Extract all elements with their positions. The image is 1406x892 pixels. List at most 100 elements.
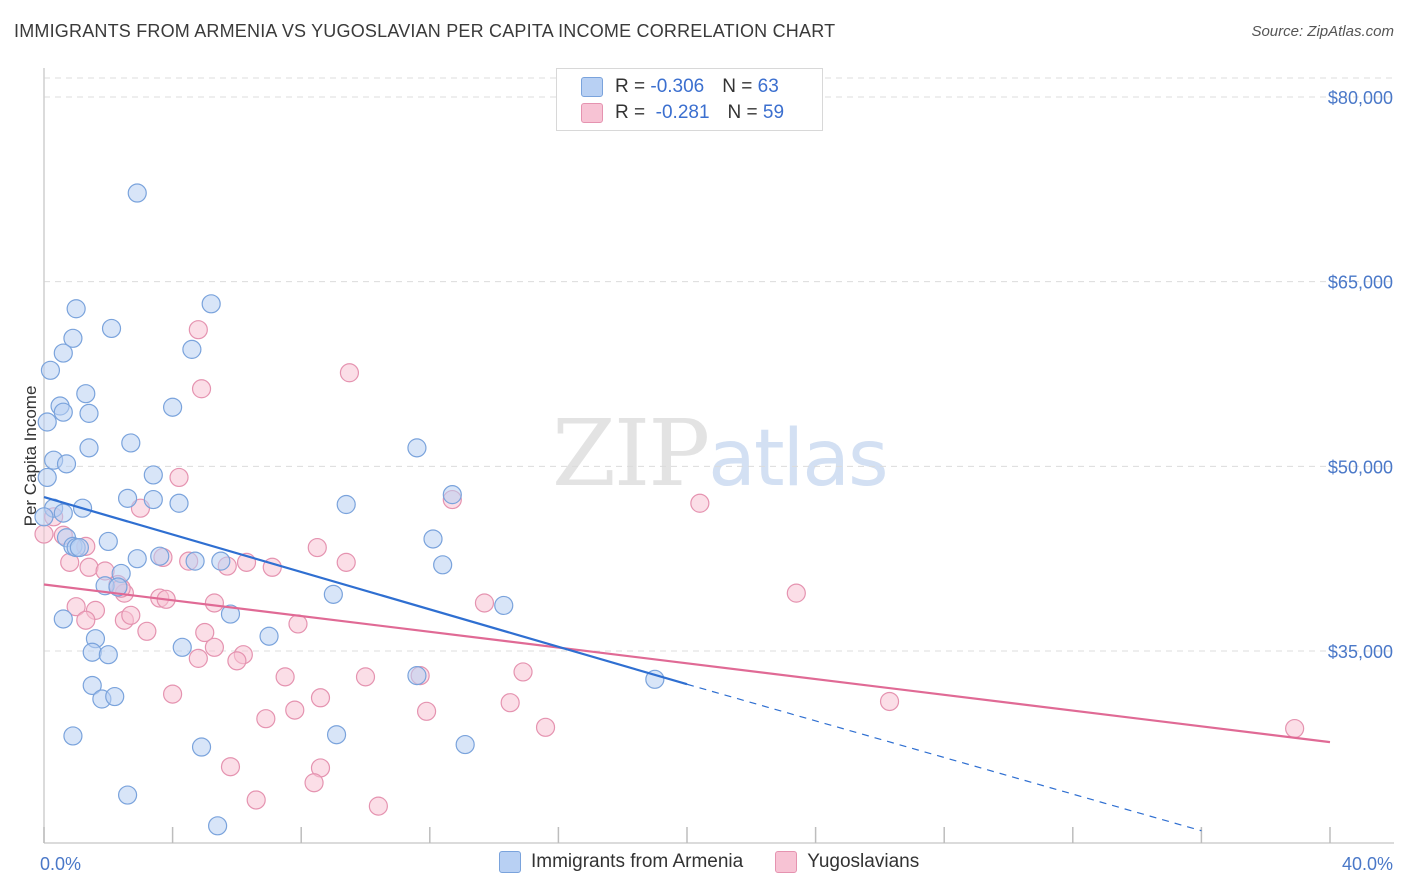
armenia-points (34, 183, 665, 836)
armenia-point (323, 584, 343, 604)
armenia-point (220, 604, 241, 624)
armenia-point (53, 503, 73, 523)
y-tick-label: $50,000 (1328, 457, 1393, 477)
armenia-point (150, 546, 170, 566)
armenia-point (34, 507, 54, 527)
yugoslavians-point (121, 605, 141, 625)
legend-n-value: 63 (757, 76, 779, 97)
armenia-point (66, 299, 86, 319)
armenia-point (79, 403, 99, 423)
source-label: Source: ZipAtlas.com (1251, 23, 1394, 40)
armenia-point (163, 397, 183, 417)
legend-item-yugoslavians[interactable]: Yugoslavians (775, 851, 919, 873)
armenia-point (76, 384, 96, 404)
armenia-point (69, 537, 89, 558)
yugoslavians-point (416, 701, 437, 721)
armenia-point (182, 339, 202, 359)
yugoslavians-point (227, 651, 247, 671)
yugoslavians-point (163, 684, 183, 704)
armenia-point (423, 529, 443, 549)
yugoslavians-point (339, 363, 360, 383)
yugoslavians-point (786, 583, 806, 603)
armenia-point (53, 609, 73, 629)
watermark-atlas: atlas (708, 414, 888, 504)
yugoslavians-point (355, 667, 376, 687)
yugoslavians-point (368, 796, 388, 816)
yugoslavians-point (79, 557, 99, 577)
armenia-point (433, 555, 453, 575)
yugoslavians-point (500, 693, 520, 713)
armenia-point (37, 412, 57, 432)
yugoslavians-point (535, 717, 556, 737)
yugoslavians-point (220, 757, 241, 777)
legend-swatch-pink (581, 103, 603, 123)
watermark: ZIPatlas (552, 400, 889, 507)
armenia-point (185, 551, 205, 571)
armenia-point (117, 785, 138, 805)
armenia-point (494, 595, 514, 616)
yugoslavians-point (188, 320, 208, 340)
legend-r-label: R = (615, 76, 651, 97)
legend-n-label: N = (727, 102, 763, 123)
armenia-point (208, 816, 228, 836)
chart-title: IMMIGRANTS FROM ARMENIA VS YUGOSLAVIAN P… (14, 21, 836, 41)
armenia-point (40, 360, 61, 380)
yugoslavians-trend-line (43, 583, 1331, 744)
armenia-point (98, 645, 118, 665)
yugoslavians-point (307, 537, 327, 558)
armenia-point (172, 637, 192, 657)
yugoslavians-point (204, 637, 224, 657)
series-legend: Immigrants from Armenia Yugoslavians (499, 851, 951, 873)
armenia-point (143, 465, 163, 485)
legend-r-value: -0.306 (650, 76, 705, 97)
yugoslavians-point (690, 493, 710, 513)
armenia-point (79, 438, 99, 458)
y-axis-label: Per Capita Income (21, 386, 40, 527)
axes (43, 68, 1394, 844)
correlation-legend: R = -0.306 N = 63 R = -0.281 N = 59 (556, 68, 823, 131)
yugoslavians-point (169, 467, 189, 488)
armenia-point (117, 488, 138, 508)
armenia-point (326, 725, 347, 745)
armenia-point (63, 328, 83, 348)
trend-lines (43, 496, 1331, 832)
yugoslavians-point (1285, 718, 1305, 739)
legend-r-value: -0.281 (650, 102, 710, 123)
yugoslavians-point (310, 688, 331, 708)
legend-item-armenia[interactable]: Immigrants from Armenia (499, 851, 743, 873)
y-tick-label: $65,000 (1328, 273, 1393, 293)
yugoslavians-point (246, 790, 266, 810)
yugoslavians-point (256, 709, 276, 729)
armenia-point (63, 726, 83, 746)
y-tick-label: $35,000 (1328, 642, 1393, 662)
armenia-point (191, 737, 212, 757)
legend-n-label: N = (722, 76, 758, 97)
x-tick-label: 0.0% (40, 854, 81, 874)
armenia-point (259, 626, 279, 646)
yugoslavians-point (137, 621, 157, 641)
armenia-point (121, 433, 141, 453)
legend-n-value: 59 (762, 102, 785, 123)
yugoslavians-point (304, 773, 324, 793)
armenia-point (169, 493, 189, 513)
armenia-point (53, 343, 73, 363)
axis-labels: $35,000 $50,000 $65,000 $80,000 0.0% 40.0% Per… (21, 88, 1393, 874)
armenia-point (127, 183, 147, 203)
armenia-point (37, 467, 57, 488)
yugoslavians-point (285, 700, 305, 720)
armenia-point (108, 577, 128, 597)
armenia-point (201, 294, 221, 314)
y-tick-label: $80,000 (1328, 88, 1393, 108)
legend-swatch-blue (581, 77, 603, 97)
yugoslavians-point (879, 691, 900, 712)
armenia-point (82, 675, 102, 696)
yugoslavians-point (336, 552, 356, 572)
yugoslavians-point (513, 662, 533, 682)
armenia-point (336, 494, 356, 515)
yugoslavians-point (275, 667, 295, 687)
yugoslavians-point (474, 593, 495, 613)
armenia-point (53, 402, 73, 422)
yugoslavians-points (34, 320, 1305, 816)
legend-label-armenia: Immigrants from Armenia (531, 851, 744, 872)
legend-label-yugoslavians: Yugoslavians (807, 851, 920, 872)
